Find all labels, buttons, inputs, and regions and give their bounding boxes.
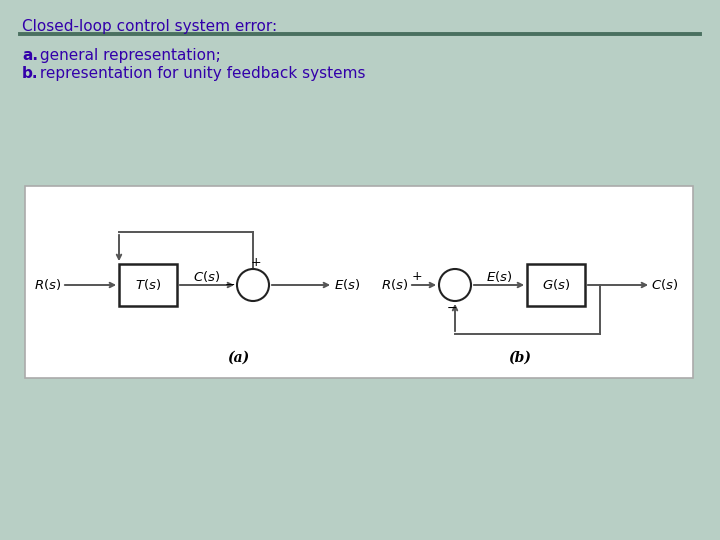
- Text: +: +: [412, 269, 423, 282]
- Text: representation for unity feedback systems: representation for unity feedback system…: [35, 66, 366, 81]
- Text: (b): (b): [508, 351, 531, 365]
- Text: +: +: [251, 255, 261, 268]
- Text: b.: b.: [22, 66, 38, 81]
- Bar: [119, 264, 177, 306]
- Text: $R(s)$: $R(s)$: [382, 278, 409, 293]
- Text: $C(s)$: $C(s)$: [652, 278, 679, 293]
- Circle shape: [439, 269, 471, 301]
- Text: $R(s)$: $R(s)$: [35, 278, 62, 293]
- Text: (a): (a): [227, 351, 249, 365]
- Text: $C(s)$: $C(s)$: [194, 268, 220, 284]
- Bar: [25, 186, 693, 378]
- Circle shape: [237, 269, 269, 301]
- Text: Closed-loop control system error:: Closed-loop control system error:: [22, 19, 277, 34]
- Bar: [527, 264, 585, 306]
- Text: $E(s)$: $E(s)$: [334, 278, 360, 293]
- Text: −: −: [225, 279, 235, 292]
- Text: $G(s)$: $G(s)$: [542, 278, 570, 293]
- Text: −: −: [446, 301, 457, 314]
- Text: a.: a.: [22, 48, 38, 63]
- Text: $E(s)$: $E(s)$: [486, 268, 512, 284]
- Text: $T(s)$: $T(s)$: [135, 278, 161, 293]
- Text: general representation;: general representation;: [35, 48, 221, 63]
